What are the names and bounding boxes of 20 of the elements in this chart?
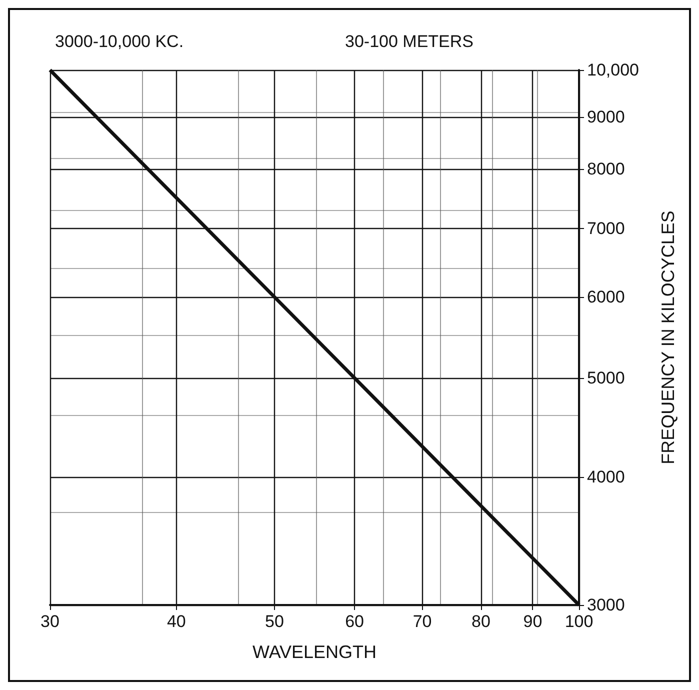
y-tick-label: 10,000 [587,60,639,80]
x-tick-label: 100 [564,612,594,631]
y-tick-label: 9000 [587,107,625,126]
x-tick-label: 60 [345,612,364,631]
y-tick-label: 5000 [587,368,625,388]
x-axis-title: WAVELENGTH [252,642,377,662]
x-tick-label: 70 [412,612,432,631]
y-tick-label: 8000 [587,160,625,179]
x-tick-label: 30 [40,612,60,631]
x-tick-label: 40 [166,612,186,631]
y-axis-title: FREQUENCY IN KILOCYCLES [658,210,678,464]
x-tick-label: 50 [264,612,284,631]
x-tick-label: 80 [471,612,490,631]
y-tick-label: 4000 [587,468,625,487]
chart-title: 3000-10,000 KC. [55,32,184,51]
y-tick-label: 6000 [587,287,625,306]
y-tick-label: 3000 [587,596,625,614]
chart-subtitle: 30-100 METERS [345,32,474,51]
y-tick-label: 7000 [587,218,625,238]
x-tick-label: 90 [523,612,542,631]
